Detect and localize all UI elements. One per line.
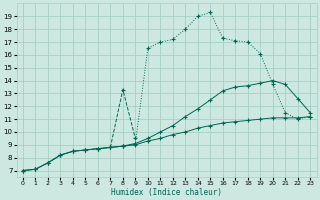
X-axis label: Humidex (Indice chaleur): Humidex (Indice chaleur) bbox=[111, 188, 222, 197]
